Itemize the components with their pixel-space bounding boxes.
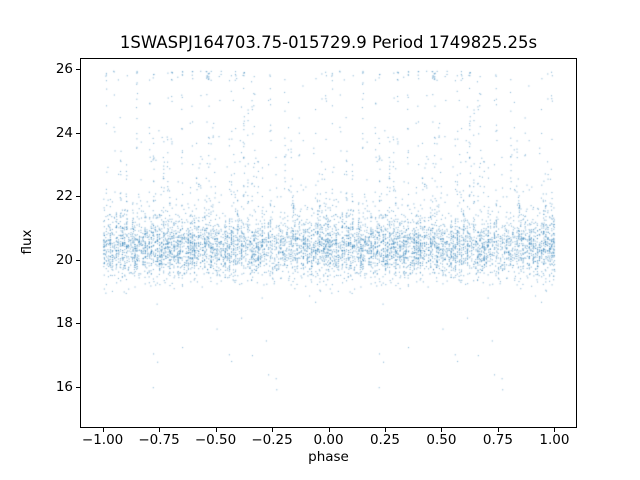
y-tick-label: 24: [55, 124, 73, 141]
y-tick: [76, 386, 80, 388]
x-tick-label: 0.50: [426, 432, 457, 448]
y-tick-label: 22: [55, 188, 73, 205]
plot-area: [80, 58, 577, 428]
y-tick-label: 16: [55, 378, 73, 395]
y-tick: [76, 69, 80, 71]
y-tick-label: 20: [55, 251, 73, 268]
x-tick: [272, 428, 274, 432]
x-tick: [554, 428, 556, 432]
y-tick-label: 18: [55, 315, 73, 332]
y-tick: [76, 196, 80, 198]
y-tick-label: 26: [55, 61, 73, 78]
x-tick: [441, 428, 443, 432]
y-tick: [76, 259, 80, 261]
x-tick-label: 0.25: [369, 432, 400, 448]
x-tick-label: −0.50: [194, 432, 237, 448]
x-tick-label: 1.00: [539, 432, 570, 448]
x-tick-label: −0.25: [251, 432, 293, 448]
x-tick: [497, 428, 499, 432]
x-tick-label: 0.75: [482, 432, 513, 448]
x-axis-label: phase: [308, 449, 349, 465]
x-tick: [159, 428, 161, 432]
scatter-canvas: [81, 59, 576, 427]
x-tick: [215, 428, 217, 432]
x-tick-label: −1.00: [81, 432, 124, 448]
y-tick: [76, 323, 80, 325]
x-tick: [328, 428, 330, 432]
x-tick-label: −0.75: [138, 432, 180, 448]
x-tick-label: 0.00: [313, 432, 344, 448]
x-tick: [102, 428, 104, 432]
chart-title: 1SWASPJ164703.75-015729.9 Period 1749825…: [119, 33, 538, 52]
x-tick: [384, 428, 386, 432]
y-tick: [76, 132, 80, 134]
